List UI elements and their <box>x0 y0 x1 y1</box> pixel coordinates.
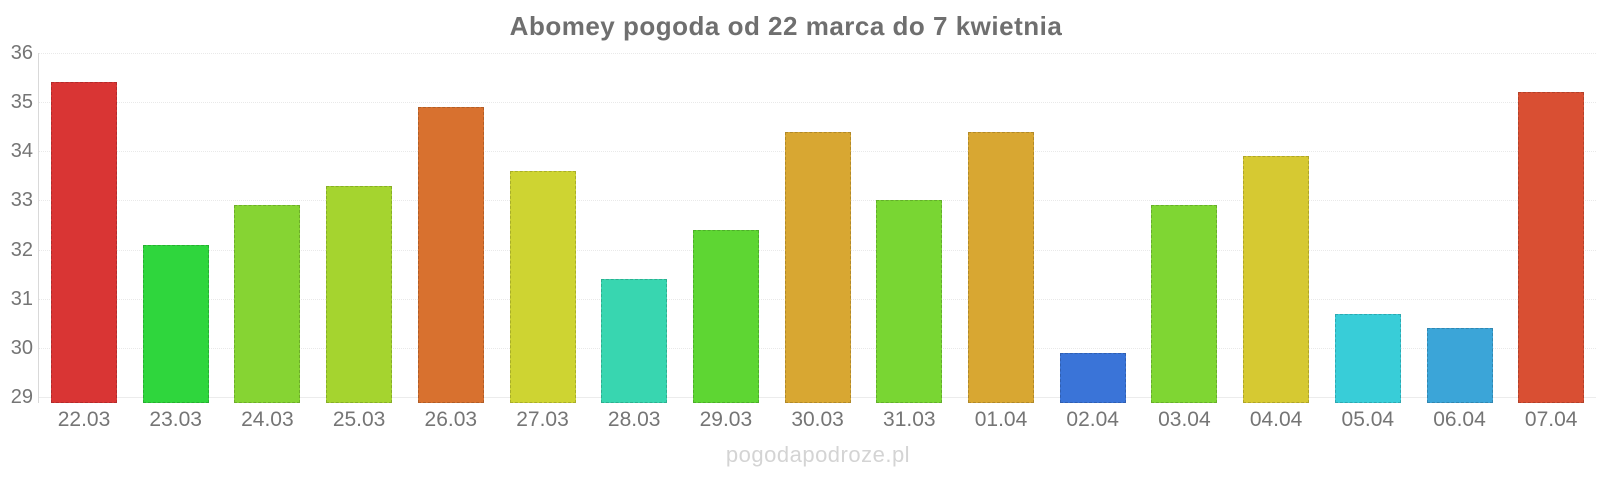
watermark: pogodapodroze.pl <box>725 442 911 467</box>
x-tick-label-25.03: 25.03 <box>332 408 386 431</box>
bar-26.03[interactable] <box>417 106 484 403</box>
bar-01.04[interactable] <box>968 131 1034 403</box>
bar-27.03[interactable] <box>509 170 576 403</box>
x-tick-label-23.03: 23.03 <box>149 408 202 431</box>
bar-29.03[interactable] <box>692 229 759 403</box>
x-tick-label-06.04: 06.04 <box>1433 408 1486 431</box>
gridline-35 <box>39 102 1596 104</box>
x-tick-label-07.04: 07.04 <box>1524 408 1578 431</box>
y-tick-label-33: 33 <box>10 189 33 212</box>
bar-06.04[interactable] <box>1426 328 1493 403</box>
bar-22.03[interactable] <box>51 82 117 403</box>
y-tick-label-31: 31 <box>10 287 33 310</box>
x-tick-label-03.04: 03.04 <box>1158 408 1211 431</box>
x-tick-label-31.03: 31.03 <box>883 408 936 431</box>
y-tick-label-36: 36 <box>10 41 33 64</box>
gridline-36 <box>39 52 1596 54</box>
bar-04.04[interactable] <box>1243 156 1310 403</box>
x-tick-label-30.03: 30.03 <box>791 408 844 431</box>
x-tick-label-02.04: 02.04 <box>1066 408 1119 431</box>
x-tick-label-22.03: 22.03 <box>57 408 111 431</box>
chart-title: Abomey pogoda od 22 marca do 7 kwietnia <box>509 11 1063 41</box>
y-tick-label-35: 35 <box>10 91 33 114</box>
x-tick-label-29.03: 29.03 <box>699 408 753 431</box>
bar-23.03[interactable] <box>142 244 209 403</box>
bar-07.04[interactable] <box>1518 92 1585 403</box>
bar-05.04[interactable] <box>1334 313 1401 403</box>
x-tick-label-04.04: 04.04 <box>1249 408 1303 431</box>
x-tick-label-26.03: 26.03 <box>424 408 478 431</box>
y-tick-label-34: 34 <box>10 140 33 163</box>
y-tick-label-32: 32 <box>10 238 33 261</box>
bar-25.03[interactable] <box>326 185 393 403</box>
y-tick-label-30: 30 <box>10 336 33 359</box>
x-tick-label-24.03: 24.03 <box>241 408 294 431</box>
bar-24.03[interactable] <box>234 205 301 403</box>
bar-02.04[interactable] <box>1059 352 1126 403</box>
bar-30.03[interactable] <box>784 131 851 403</box>
bar-31.03[interactable] <box>876 200 943 403</box>
y-tick-label-29: 29 <box>10 386 33 409</box>
x-tick-label-05.04: 05.04 <box>1341 408 1395 431</box>
bar-03.04[interactable] <box>1151 205 1218 403</box>
x-tick-label-27.03: 27.03 <box>516 408 569 431</box>
x-tick-label-28.03: 28.03 <box>607 408 661 431</box>
bar-28.03[interactable] <box>601 279 668 403</box>
x-tick-label-01.04: 01.04 <box>974 408 1028 431</box>
